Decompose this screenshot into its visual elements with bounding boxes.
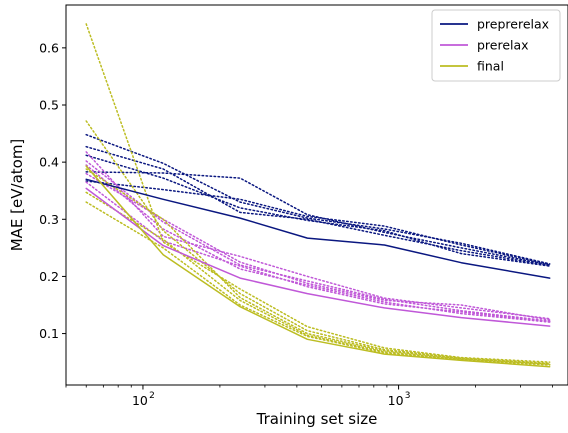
x-axis-title: Training set size	[256, 410, 378, 428]
series-line-dotted	[85, 160, 551, 322]
y-axis-title: MAE [eV/atom]	[8, 139, 26, 252]
y-tick-label: 0.6	[39, 40, 59, 55]
plot-frame	[65, 4, 568, 386]
series-line-dotted	[85, 191, 551, 366]
series-line-preprerelax	[85, 178, 551, 279]
series-line-dotted	[85, 145, 551, 267]
legend: preprerelax prerelax final	[431, 9, 561, 82]
series-line-dotted	[85, 120, 551, 365]
x-tick-label: 10	[388, 393, 404, 408]
series-line-dotted	[85, 133, 551, 265]
series-line-dotted	[85, 164, 551, 323]
series-line-dotted	[85, 180, 551, 266]
series-line-dotted	[85, 171, 551, 266]
y-tick-label: 0.4	[39, 155, 59, 170]
x-tick-label-exponent: 2	[149, 391, 155, 401]
series-line-dotted	[85, 181, 551, 323]
legend-label: prerelax	[477, 38, 529, 53]
legend-box	[431, 9, 561, 82]
series-lines	[85, 23, 551, 368]
x-tick-label-exponent: 3	[405, 391, 411, 401]
axis-ticks: 0.10.20.30.40.50.610 2 10 3	[39, 40, 553, 408]
y-tick-label: 0.2	[39, 269, 59, 284]
series-line-dotted	[85, 151, 551, 320]
series-line-prerelax	[85, 187, 551, 327]
series-line-dotted	[85, 154, 551, 267]
legend-label: final	[477, 59, 504, 74]
series-line-final	[85, 165, 551, 368]
legend-label: preprerelax	[477, 17, 549, 32]
y-tick-label: 0.1	[39, 326, 59, 341]
series-line-dotted	[85, 23, 551, 363]
y-tick-label: 0.5	[39, 98, 59, 113]
x-tick-label: 10	[132, 393, 148, 408]
y-tick-label: 0.3	[39, 212, 59, 227]
